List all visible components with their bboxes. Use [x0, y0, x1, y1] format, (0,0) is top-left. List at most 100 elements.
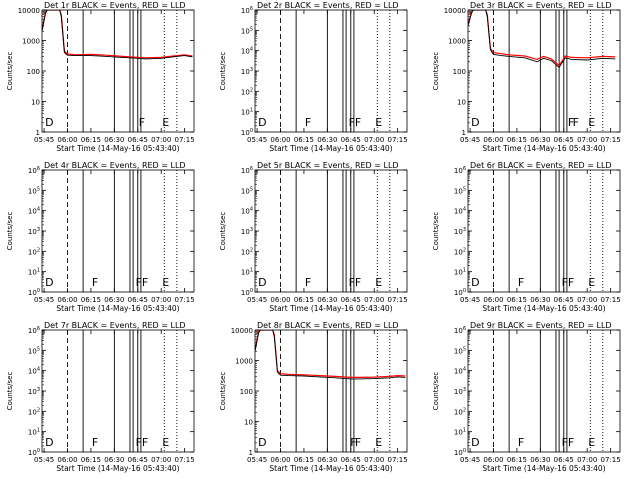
y-tick-label: 103	[454, 227, 466, 236]
x-axis-label: Start Time (14-May-16 05:43:40)	[56, 144, 179, 153]
x-tick-label: 06:45	[128, 296, 148, 304]
y-tick-exponent: 4	[37, 207, 40, 213]
x-tick-label: 06:00	[270, 296, 290, 304]
x-tick-label: 07:00	[577, 456, 597, 464]
y-tick-exponent: 5	[463, 346, 466, 352]
y-tick-label: 106	[28, 326, 40, 335]
marker-label-d: D	[258, 436, 266, 449]
x-tick-label: 06:15	[507, 136, 527, 144]
y-tick-exponent: 4	[37, 367, 40, 373]
y-axis-label: Counts/sec	[6, 212, 14, 251]
y-tick-label: 102	[454, 407, 466, 416]
x-tick-label: 06:30	[530, 136, 550, 144]
marker-label-f: F	[518, 436, 524, 449]
marker-label-e: E	[588, 436, 595, 449]
y-tick-label: 100	[454, 448, 466, 457]
marker-label-e: E	[162, 116, 169, 129]
events-series-line	[255, 330, 406, 380]
y-tick-label: 103	[241, 227, 253, 236]
x-tick-label: 06:00	[483, 296, 503, 304]
x-tick-label: 06:00	[483, 456, 503, 464]
y-tick-label: 105	[28, 186, 40, 195]
marker-label-f: F	[568, 436, 574, 449]
x-tick-label: 06:00	[57, 456, 77, 464]
y-tick-exponent: 0	[250, 288, 253, 294]
y-tick-label: 101	[454, 268, 466, 277]
y-tick-label: 105	[241, 186, 253, 195]
y-tick-label: 103	[241, 67, 253, 76]
x-axis-label: Start Time (14-May-16 05:43:40)	[482, 144, 605, 153]
y-tick-label: 105	[241, 26, 253, 35]
marker-label-d: D	[471, 436, 479, 449]
marker-label-f: F	[136, 436, 142, 449]
marker-label-f: F	[355, 116, 361, 129]
marker-label-f: F	[350, 436, 356, 449]
y-tick-exponent: 0	[463, 448, 466, 454]
x-tick-label: 05:45	[460, 296, 480, 304]
panel-title: Det 8r BLACK = Events, RED = LLD	[257, 321, 399, 330]
y-tick-exponent: 1	[250, 108, 253, 114]
y-tick-exponent: 4	[463, 367, 466, 373]
marker-label-d: D	[471, 276, 479, 289]
y-tick-label: 100	[241, 128, 253, 137]
x-tick-label: 06:00	[57, 136, 77, 144]
x-tick-label: 06:30	[104, 456, 124, 464]
panel-frame	[41, 329, 195, 453]
x-tick-label: 07:15	[388, 136, 408, 144]
panel-frame	[41, 169, 195, 293]
y-tick-label: 104	[241, 207, 253, 216]
x-tick-label: 05:45	[247, 296, 267, 304]
series-group	[255, 330, 406, 380]
marker-label-f: F	[92, 276, 98, 289]
y-tick-label: 106	[454, 326, 466, 335]
y-tick-label: 10	[457, 99, 466, 107]
marker-label-f: F	[142, 276, 148, 289]
y-tick-exponent: 4	[250, 47, 253, 53]
y-axis-label: Counts/sec	[219, 52, 227, 91]
y-tick-label: 104	[241, 47, 253, 56]
y-tick-exponent: 2	[37, 247, 40, 253]
y-tick-exponent: 2	[250, 87, 253, 93]
marker-label-e: E	[162, 436, 169, 449]
marker-label-e: E	[375, 436, 382, 449]
x-tick-label: 05:45	[34, 136, 54, 144]
y-tick-label: 104	[454, 207, 466, 216]
y-tick-label: 1000	[448, 38, 466, 46]
y-tick-label: 105	[454, 186, 466, 195]
y-tick-label: 101	[241, 108, 253, 117]
x-tick-label: 06:15	[81, 136, 101, 144]
y-tick-exponent: 3	[250, 67, 253, 73]
y-tick-exponent: 5	[37, 346, 40, 352]
y-tick-label: 1	[462, 129, 466, 137]
y-tick-label: 1	[249, 449, 253, 457]
y-tick-exponent: 5	[463, 186, 466, 192]
panel-title: Det 1r BLACK = Events, RED = LLD	[44, 1, 186, 10]
marker-label-f: F	[349, 116, 355, 129]
marker-label-f: F	[349, 276, 355, 289]
y-axis-label: Counts/sec	[432, 212, 440, 251]
x-tick-label: 05:45	[460, 456, 480, 464]
y-tick-exponent: 2	[250, 247, 253, 253]
x-tick-label: 06:45	[341, 456, 361, 464]
y-tick-label: 102	[241, 247, 253, 256]
x-tick-label: 07:00	[151, 136, 171, 144]
x-tick-label: 06:15	[294, 296, 314, 304]
marker-label-f: F	[139, 116, 145, 129]
y-tick-label: 10000	[444, 7, 466, 15]
y-tick-label: 10000	[231, 327, 253, 335]
lld-series-line	[468, 10, 616, 67]
y-tick-label: 100	[28, 448, 40, 457]
x-tick-label: 07:00	[151, 296, 171, 304]
y-tick-label: 106	[28, 166, 40, 175]
y-tick-exponent: 0	[37, 448, 40, 454]
events-series-line	[42, 10, 193, 60]
y-tick-label: 101	[454, 428, 466, 437]
panel-title: Det 4r BLACK = Events, RED = LLD	[44, 161, 186, 170]
y-tick-exponent: 0	[250, 128, 253, 134]
marker-label-e: E	[588, 276, 595, 289]
